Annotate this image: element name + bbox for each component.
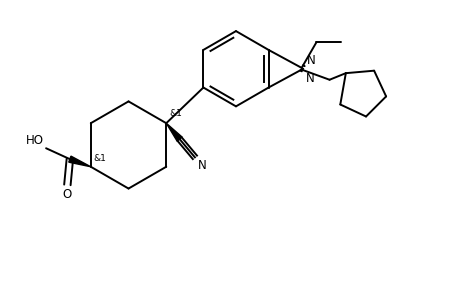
Text: &1: &1 (169, 109, 182, 118)
Text: O: O (63, 188, 72, 201)
Text: HO: HO (26, 134, 44, 147)
Polygon shape (166, 123, 182, 141)
Text: N: N (307, 54, 316, 67)
Polygon shape (69, 156, 91, 167)
Text: N: N (306, 72, 315, 85)
Text: &1: &1 (94, 154, 107, 163)
Text: N: N (198, 159, 206, 172)
